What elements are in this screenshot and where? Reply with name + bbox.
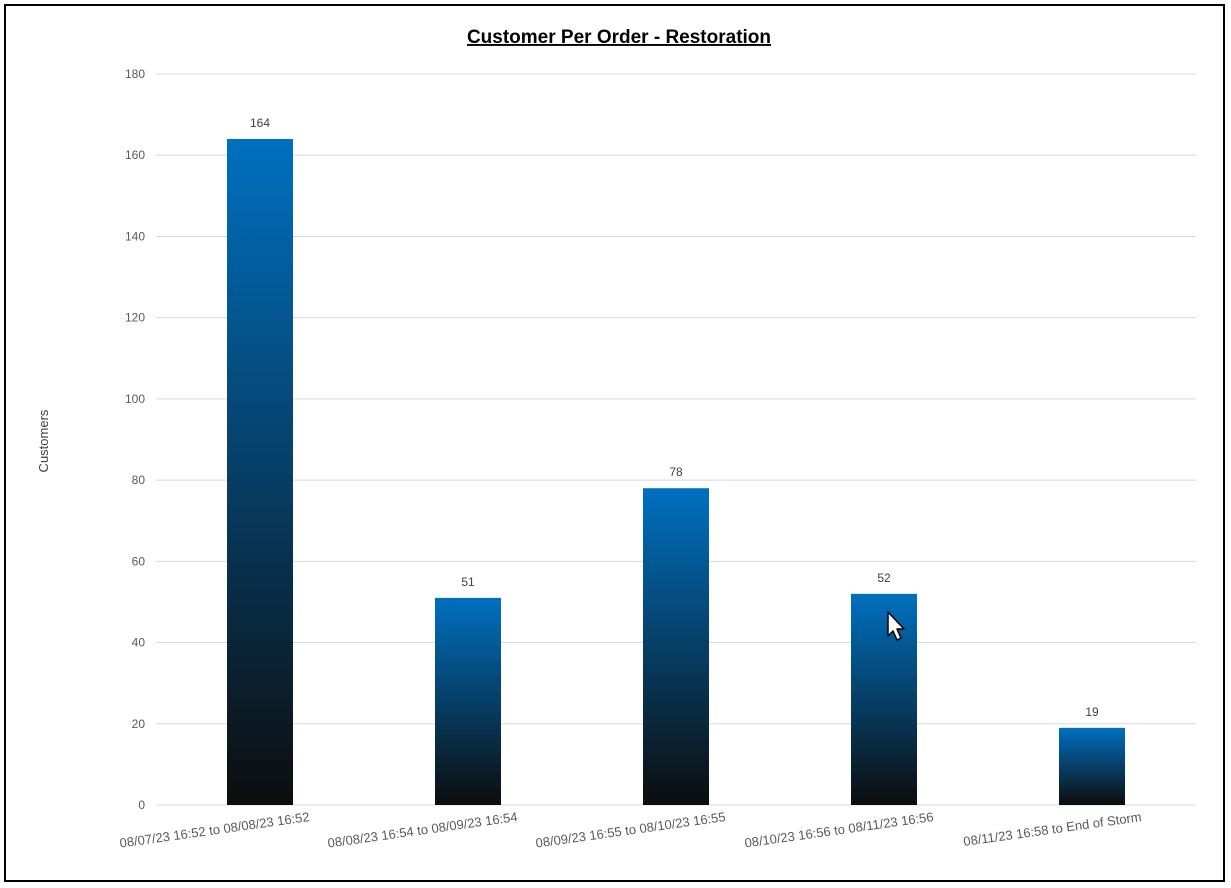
y-tick-label: 40 — [132, 636, 146, 650]
data-labels: 164 51 78 52 19 — [250, 116, 1099, 719]
mouse-cursor-icon — [887, 611, 905, 641]
data-label: 164 — [250, 116, 270, 130]
x-category-label: 08/09/23 16:55 to 08/10/23 16:55 — [535, 809, 727, 851]
bar — [851, 593, 917, 805]
y-tick-label: 60 — [132, 554, 146, 568]
bar — [227, 138, 293, 805]
x-category-label: 08/10/23 16:56 to 08/11/23 16:56 — [744, 809, 935, 850]
y-tick-label: 100 — [125, 392, 145, 406]
x-axis-categories: 08/07/23 16:52 to 08/08/23 16:52 08/08/23… — [119, 809, 1143, 851]
bar — [435, 597, 501, 805]
data-label: 19 — [1085, 705, 1099, 719]
bars — [227, 138, 1125, 805]
bar — [643, 488, 709, 805]
bar — [1059, 727, 1125, 805]
data-label: 52 — [877, 571, 891, 585]
y-tick-label: 80 — [132, 473, 146, 487]
bar-chart: Customer Per Order - Restoration Custome… — [36, 27, 1196, 851]
y-tick-label: 20 — [132, 717, 146, 731]
y-tick-label: 120 — [125, 311, 145, 325]
data-label: 78 — [669, 465, 683, 479]
x-category-label: 08/11/23 16:58 to End of Storm — [962, 809, 1142, 849]
y-tick-label: 140 — [125, 229, 145, 243]
data-label: 51 — [461, 575, 475, 589]
y-axis-label: Customers — [36, 409, 51, 472]
y-axis-ticks: 0 20 40 60 80 100 120 140 160 180 — [125, 67, 145, 812]
gridlines — [156, 73, 1196, 806]
x-category-label: 08/08/23 16:54 to 08/09/23 16:54 — [327, 809, 519, 851]
y-tick-label: 160 — [125, 148, 145, 162]
x-category-label: 08/07/23 16:52 to 08/08/23 16:52 — [119, 809, 311, 851]
y-tick-label: 180 — [125, 67, 145, 81]
chart-title: Customer Per Order - Restoration — [467, 27, 771, 48]
chart-frame: Customer Per Order - Restoration Custome… — [4, 4, 1225, 882]
y-tick-label: 0 — [138, 798, 145, 812]
